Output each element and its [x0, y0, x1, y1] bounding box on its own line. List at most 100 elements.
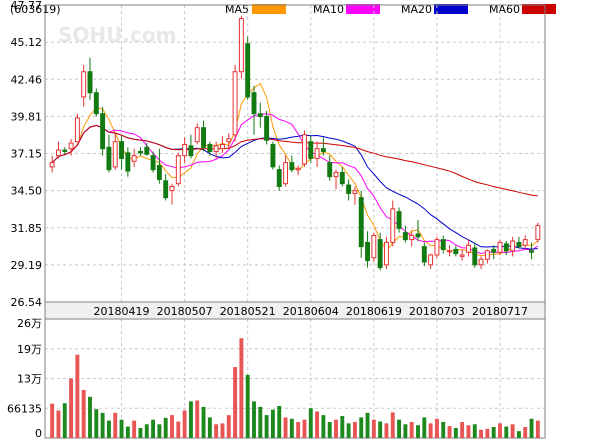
price-tick-label: 42.46: [11, 73, 43, 86]
ma-line-ma20: [51, 124, 538, 250]
candle: [484, 249, 490, 264]
volume-bar: [302, 419, 307, 438]
candle: [245, 36, 251, 100]
volume-tick-label: 13万: [17, 373, 42, 386]
volume-bar: [447, 426, 452, 438]
volume-bar: [226, 415, 231, 438]
volume-bar: [100, 412, 105, 438]
volume-bar: [94, 409, 99, 438]
volume-bar: [334, 419, 338, 438]
volume-bar: [365, 412, 370, 438]
volume-bar: [283, 417, 288, 438]
sohu-watermark: SOHU.com: [58, 23, 176, 47]
candle: [308, 136, 314, 163]
volume-bar: [510, 424, 515, 438]
volume-bar: [460, 421, 465, 438]
legend-label-ma10: MA10: [313, 3, 344, 16]
candle: [276, 165, 282, 191]
volume-bar: [428, 423, 433, 438]
date-tick-label: 20180703: [409, 305, 465, 318]
candle: [459, 249, 465, 261]
volume-bar: [384, 423, 389, 438]
price-axis-labels: 47.77 45.12 42.46 39.81 37.15 34.50 31.85 29.19…: [11, 0, 43, 309]
volume-bar: [453, 427, 458, 438]
volume-bar: [466, 425, 471, 438]
candlesticks: [49, 15, 541, 271]
volume-bar: [106, 420, 111, 438]
price-tick-label: 37.15: [11, 148, 43, 161]
legend-label-ma20: MA20: [401, 3, 432, 16]
price-tick-label: 31.85: [11, 222, 43, 235]
candle: [182, 137, 188, 163]
candle: [100, 106, 106, 156]
candle: [119, 136, 124, 170]
date-tick-label: 20180717: [472, 305, 528, 318]
volume-bar: [378, 421, 383, 438]
volume-bar: [321, 415, 326, 438]
volume-bar: [434, 418, 439, 438]
ma-legend: MA5 MA10 MA20 MA60: [225, 3, 556, 16]
candle: [440, 235, 446, 254]
legend-label-ma60: MA60: [489, 3, 520, 16]
ma-line-ma10: [51, 113, 539, 255]
candle: [220, 136, 225, 153]
legend-swatch-ma20: [434, 4, 468, 14]
candle: [131, 148, 137, 167]
candle: [74, 113, 80, 143]
candle: [238, 15, 244, 79]
volume-bar: [441, 421, 446, 438]
volume-tick-label: 0: [35, 427, 42, 440]
candle: [365, 231, 370, 268]
candle: [314, 141, 320, 167]
volume-bar: [479, 429, 484, 438]
candle: [377, 232, 383, 271]
volume-bar: [258, 406, 263, 438]
candle: [402, 225, 408, 243]
volume-bar: [176, 421, 181, 438]
candle: [56, 141, 61, 159]
price-tick-label: 26.54: [11, 296, 43, 309]
candle: [503, 241, 509, 255]
candle: [289, 155, 295, 173]
volume-bar: [50, 403, 55, 438]
candle: [87, 57, 93, 100]
candle: [150, 151, 156, 173]
candle: [264, 110, 270, 145]
volume-bar: [504, 426, 509, 438]
volume-bar: [233, 367, 238, 438]
volume-bar: [270, 409, 275, 438]
candle: [384, 236, 389, 269]
candle: [358, 190, 364, 258]
date-tick-label: 20180507: [157, 305, 213, 318]
candle: [270, 141, 276, 170]
price-panel: 47.77 45.12 42.46 39.81 37.15 34.50 31.85 29.19…: [11, 0, 546, 309]
candle: [346, 179, 352, 201]
price-tick-label: 45.12: [11, 36, 43, 49]
volume-bar: [340, 416, 345, 438]
volume-bars: [50, 338, 540, 438]
candle: [138, 147, 143, 156]
volume-bar: [201, 406, 206, 438]
volume-bar: [195, 400, 200, 438]
volume-bar: [535, 420, 540, 438]
candle: [62, 147, 68, 155]
volume-tick-label: 26万: [17, 317, 42, 330]
ma-line-ma60: [51, 124, 538, 197]
volume-bar: [529, 418, 534, 438]
volume-bar: [88, 396, 92, 438]
candle: [169, 183, 175, 205]
candle: [175, 152, 181, 187]
volume-bar: [359, 417, 364, 438]
candle: [302, 130, 307, 167]
volume-tick-label: 19万: [17, 343, 42, 356]
volume-bar: [296, 421, 301, 438]
stock-code: (603619): [10, 3, 61, 16]
volume-bar: [264, 415, 269, 438]
candle: [68, 138, 74, 156]
candle: [125, 147, 131, 177]
volume-tick-label: 66135: [7, 402, 42, 415]
date-tick-label: 20180604: [283, 305, 339, 318]
volume-bar: [308, 408, 313, 438]
volume-bar: [69, 378, 74, 438]
candle: [207, 141, 213, 156]
